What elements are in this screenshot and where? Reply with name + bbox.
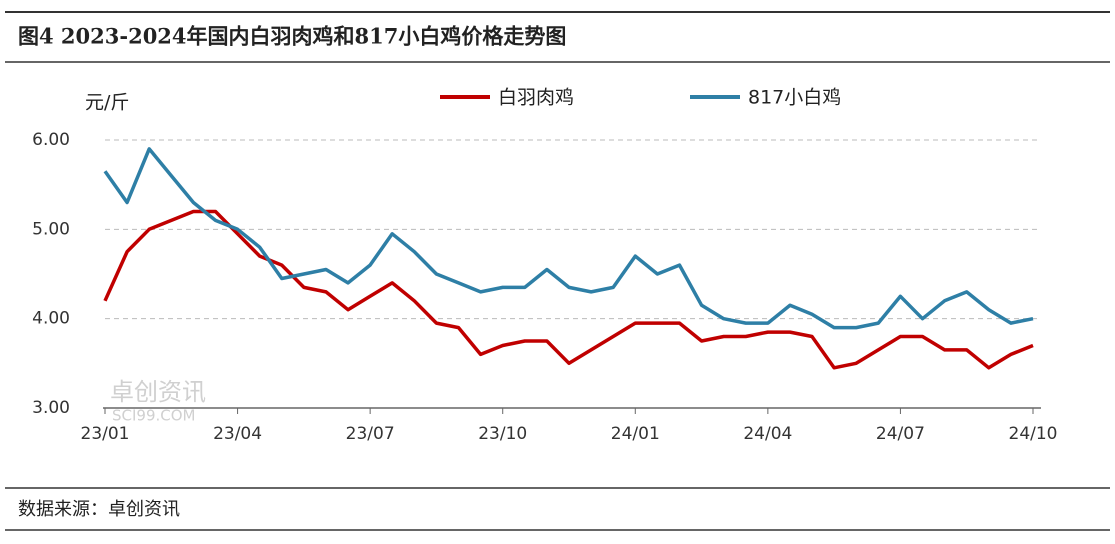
watermark-sub: SCI99.COM xyxy=(112,407,196,425)
x-tick-label: 24/07 xyxy=(876,424,925,444)
x-tick-label: 24/01 xyxy=(611,424,660,444)
y-tick-label: 5.00 xyxy=(32,219,70,239)
series-line xyxy=(103,209,1034,370)
x-tick-label: 23/01 xyxy=(81,424,130,444)
y-tick-label: 6.00 xyxy=(32,130,70,150)
series-line xyxy=(103,147,1034,330)
watermark: 卓创资讯 xyxy=(110,378,206,406)
x-tick-label: 23/07 xyxy=(346,424,395,444)
x-tick-label: 24/10 xyxy=(1009,424,1058,444)
x-tick-label: 24/04 xyxy=(743,424,792,444)
x-tick-label: 23/04 xyxy=(213,424,262,444)
x-tick-label: 23/10 xyxy=(478,424,527,444)
y-axis-label: 元/斤 xyxy=(85,92,129,114)
source: 数据来源：卓创资讯 xyxy=(18,499,180,520)
chart-title: 图4 2023-2024年国内白羽肉鸡和817小白鸡价格走势图 xyxy=(18,24,566,49)
legend-label: 白羽肉鸡 xyxy=(498,87,574,109)
y-tick-label: 3.00 xyxy=(32,398,70,418)
legend-label: 817小白鸡 xyxy=(748,87,841,109)
y-tick-label: 4.00 xyxy=(32,309,70,329)
